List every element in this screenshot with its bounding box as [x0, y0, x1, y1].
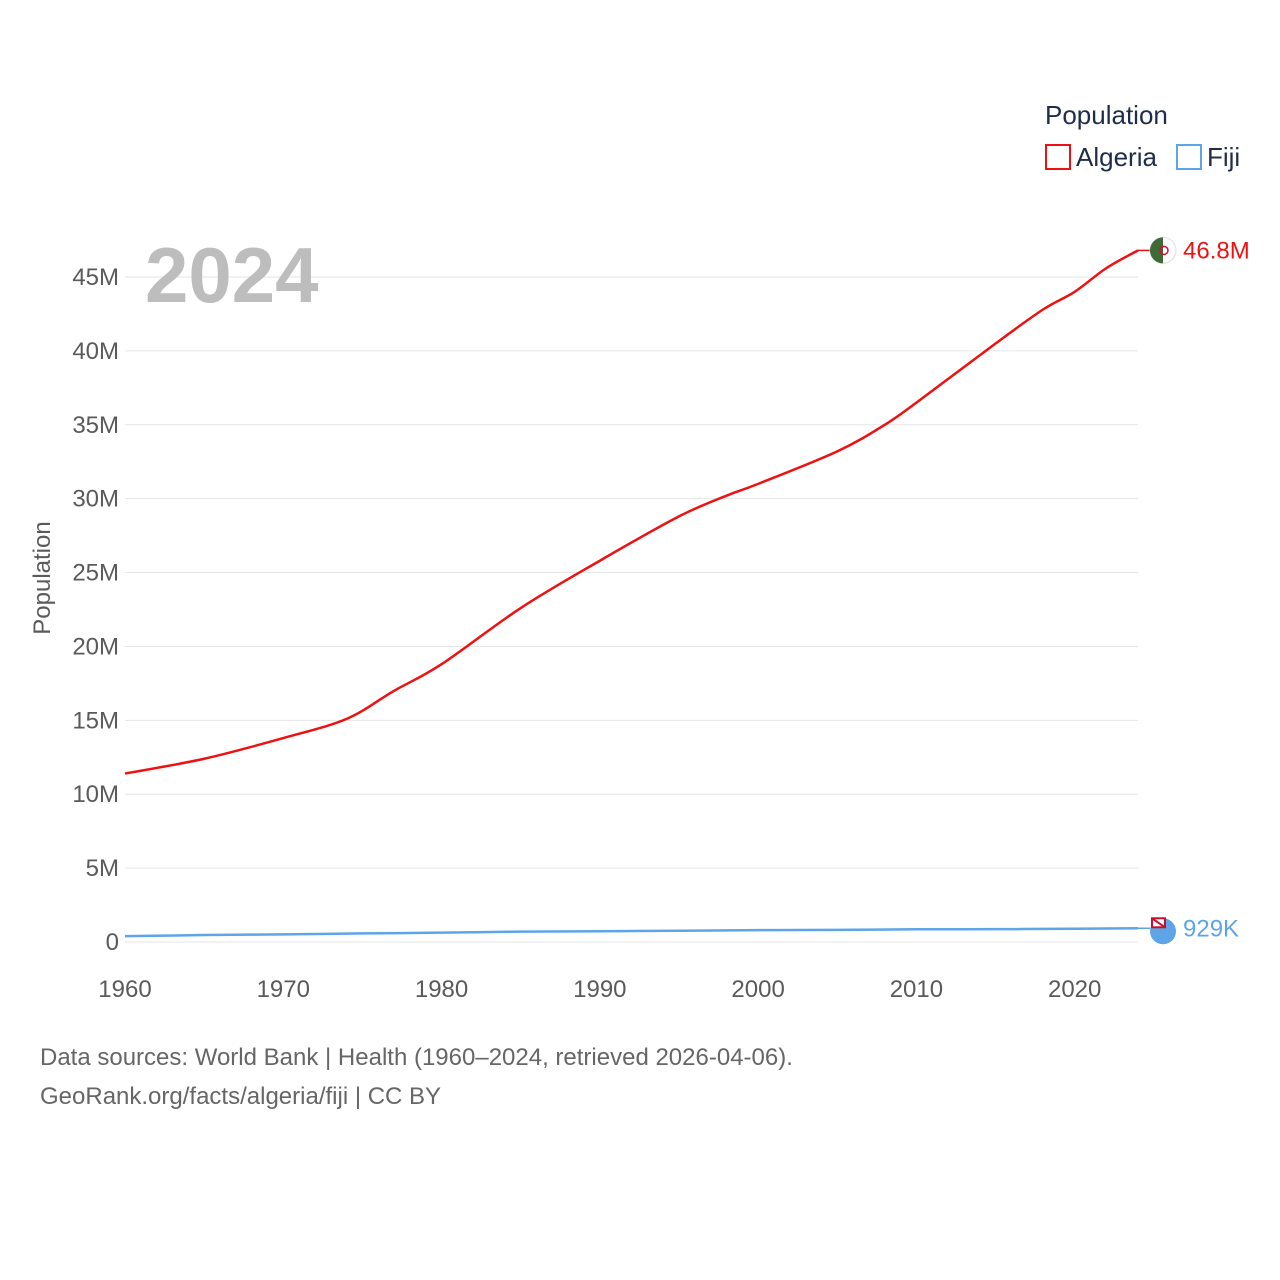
- y-tick-label: 30M: [72, 486, 119, 513]
- x-tick-label: 2010: [890, 976, 943, 1003]
- source-note: Data sources: World Bank | Health (1960–…: [40, 1044, 793, 1071]
- x-tick-label: 1990: [573, 976, 626, 1003]
- series-lines: [124, 249, 1139, 938]
- y-tick-label: 5M: [86, 855, 119, 882]
- legend-title: Population: [1045, 100, 1168, 130]
- legend-item-algeria[interactable]: Algeria: [1076, 142, 1157, 172]
- x-tick-label: 1960: [98, 976, 151, 1003]
- algeria-flag-crescent: [1159, 245, 1169, 256]
- legend: Population Algeria Fiji: [1045, 100, 1240, 172]
- y-tick-label: 10M: [72, 781, 119, 808]
- x-tick-label: 1980: [415, 976, 468, 1003]
- y-tick-label: 45M: [72, 264, 119, 291]
- x-axis-ticks: 1960 1970 1980 1990 2000 2010 2020: [98, 976, 1101, 1003]
- y-tick-label: 35M: [72, 412, 119, 439]
- series-line-fiji[interactable]: [124, 927, 1139, 938]
- legend-swatch-fiji[interactable]: [1176, 144, 1202, 170]
- source-link[interactable]: GeoRank.org/facts/algeria/fiji | CC BY: [40, 1083, 442, 1110]
- y-axis-ticks: 0 5M 10M 15M 20M 25M 30M 35M 40M 45M: [72, 264, 119, 956]
- y-tick-label: 0: [106, 929, 119, 956]
- y-tick-label: 15M: [72, 707, 119, 734]
- x-tick-label: 2020: [1048, 976, 1101, 1003]
- x-tick-label: 1970: [257, 976, 310, 1003]
- end-label-algeria: 46.8M: [1183, 237, 1250, 264]
- y-tick-label: 20M: [72, 633, 119, 660]
- gridlines: [125, 276, 1138, 943]
- y-axis-label: Population: [29, 521, 56, 634]
- year-watermark: 2024: [145, 231, 319, 319]
- y-tick-label: 40M: [72, 338, 119, 365]
- legend-item-fiji[interactable]: Fiji: [1207, 142, 1240, 172]
- algeria-flag-green-half: [1150, 237, 1163, 264]
- series-line-algeria[interactable]: [124, 249, 1139, 775]
- fiji-flag-cross: [1151, 917, 1166, 929]
- legend-swatch-algeria[interactable]: [1045, 144, 1071, 170]
- series-end-markers: 46.8M 929K: [1138, 236, 1250, 945]
- y-tick-label: 25M: [72, 560, 119, 587]
- end-label-fiji: 929K: [1183, 915, 1239, 942]
- x-tick-label: 2000: [731, 976, 784, 1003]
